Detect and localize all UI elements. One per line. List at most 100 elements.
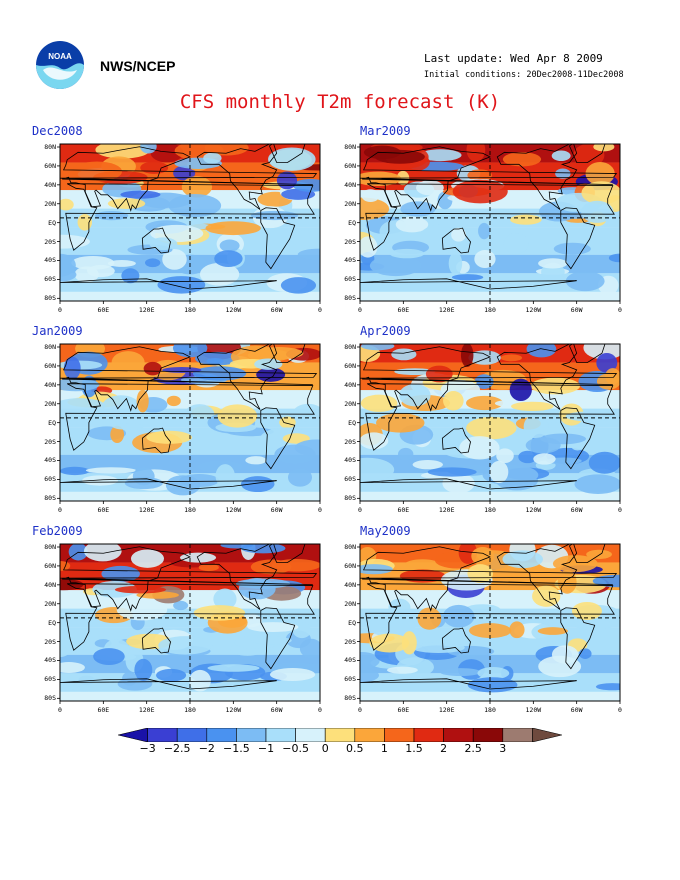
- page-title: CFS monthly T2m forecast (K): [179, 91, 501, 113]
- lat-label: 40N: [44, 580, 56, 589]
- t2m-map: [57, 143, 321, 304]
- lat-label: 20S: [344, 437, 356, 446]
- colorbar-swatch: [147, 728, 178, 742]
- lat-label: 40S: [344, 656, 356, 665]
- lon-label: 0: [618, 506, 622, 514]
- lon-label: 120W: [525, 306, 542, 314]
- colorbar-swatch: [472, 728, 504, 742]
- colorbar-label: 2: [440, 742, 448, 755]
- lat-label: 20S: [44, 637, 56, 646]
- lat-label: 40S: [44, 656, 56, 665]
- lon-label: 60E: [97, 306, 110, 314]
- last-update: Last update: Wed Apr 8 2009: [424, 52, 603, 65]
- panel-title: Mar2009: [360, 124, 411, 138]
- lon-label: 120W: [225, 706, 242, 714]
- lat-label: 20N: [344, 199, 356, 208]
- t2m-map: [357, 543, 621, 704]
- lon-label: 180: [184, 706, 196, 714]
- colorbar-swatch: [176, 728, 208, 742]
- lon-label: 120E: [138, 306, 155, 314]
- lat-label: 20N: [344, 399, 356, 408]
- lat-label: 80S: [344, 294, 356, 303]
- lat-label: 40S: [344, 456, 356, 465]
- noaa-logo: NOAA: [36, 41, 84, 89]
- colorbar-label: 0.5: [346, 742, 364, 755]
- initial-conditions: Initial conditions: 20Dec2008-11Dec2008: [424, 70, 624, 80]
- lat-label: 20N: [44, 199, 56, 208]
- lon-label: 120E: [438, 306, 455, 314]
- lon-label: 60W: [270, 706, 283, 714]
- lat-label: 60N: [344, 361, 356, 370]
- colorbar-swatch: [502, 728, 533, 742]
- lat-label: 20S: [344, 237, 356, 246]
- lat-label: EQ: [48, 218, 56, 227]
- lat-label: 20S: [344, 637, 356, 646]
- lon-label: 60E: [97, 506, 110, 514]
- lat-label: 40N: [44, 380, 56, 389]
- lon-label: 0: [618, 306, 622, 314]
- lat-label: 60S: [44, 675, 56, 684]
- colorbar-swatch: [532, 728, 562, 742]
- lat-label: EQ: [348, 218, 356, 227]
- colorbar-swatch: [265, 728, 296, 742]
- lat-label: 20S: [44, 437, 56, 446]
- lon-label: 0: [58, 706, 62, 714]
- lat-label: 80S: [44, 694, 56, 703]
- lon-label: 120E: [138, 506, 155, 514]
- colorbar-label: −2: [198, 742, 215, 755]
- lat-label: 40N: [344, 180, 356, 189]
- lat-label: EQ: [348, 418, 356, 427]
- lat-label: EQ: [48, 418, 56, 427]
- lat-label: 40N: [344, 580, 356, 589]
- lon-label: 60E: [397, 706, 410, 714]
- lon-label: 120W: [525, 506, 542, 514]
- lat-label: 80N: [344, 543, 356, 551]
- lat-label: 60S: [44, 275, 56, 284]
- colorbar: [118, 728, 562, 742]
- lat-label: EQ: [348, 618, 356, 627]
- lat-label: 40S: [344, 256, 356, 265]
- lat-label: 60N: [44, 161, 56, 170]
- map-panel: Apr2009 80N 60N 40N 20N EQ 20S 40S 60S 80S 0 60E 12…: [332, 324, 632, 514]
- svg-text:NOAA: NOAA: [48, 52, 72, 61]
- lat-label: 60N: [344, 561, 356, 570]
- colorbar-label: 1.5: [405, 742, 423, 755]
- map-panel: May2009 80N 60N 40N 20N EQ 20S 40S 60S 80S 0 60E 12…: [332, 524, 632, 714]
- lon-label: 0: [618, 706, 622, 714]
- lon-label: 180: [484, 306, 496, 314]
- map-panel: Jan2009 80N 60N 40N 20N EQ 20S 40S 60S 80S 0 60E 12…: [32, 324, 332, 514]
- lon-label: 180: [484, 506, 496, 514]
- lat-label: 60N: [44, 361, 56, 370]
- lat-label: 40N: [344, 380, 356, 389]
- t2m-map: [357, 143, 621, 304]
- colorbar-label: −0.5: [282, 742, 309, 755]
- lon-label: 60E: [97, 706, 110, 714]
- panel-title: May2009: [360, 524, 411, 538]
- lat-label: 40N: [44, 180, 56, 189]
- lon-label: 0: [358, 506, 362, 514]
- lon-label: 180: [184, 506, 196, 514]
- lon-label: 120W: [225, 306, 242, 314]
- lat-label: 80N: [344, 343, 356, 351]
- lat-label: 20S: [44, 237, 56, 246]
- t2m-map: [57, 543, 321, 704]
- lon-label: 60W: [570, 306, 583, 314]
- lon-label: 120E: [438, 506, 455, 514]
- colorbar-label: −2.5: [163, 742, 191, 755]
- colorbar-label: 2.5: [464, 742, 482, 755]
- lon-label: 0: [58, 506, 62, 514]
- lat-label: 40S: [44, 256, 56, 265]
- lat-label: 80N: [344, 143, 356, 151]
- lon-label: 0: [318, 506, 322, 514]
- lat-label: 60N: [344, 161, 356, 170]
- t2m-map: [357, 343, 621, 504]
- lat-label: 60S: [344, 475, 356, 484]
- lon-label: 60W: [270, 306, 283, 314]
- org-name: NWS/NCEP: [100, 58, 176, 74]
- lat-label: 20N: [44, 399, 56, 408]
- panel-title: Feb2009: [32, 524, 83, 538]
- lat-label: 80S: [44, 494, 56, 503]
- lon-label: 60E: [397, 306, 410, 314]
- lon-label: 120W: [225, 506, 242, 514]
- map-panel: Dec2008 80N 60N 40N 20N EQ 20S 40S 60S 80S 0 60E 12…: [32, 124, 332, 314]
